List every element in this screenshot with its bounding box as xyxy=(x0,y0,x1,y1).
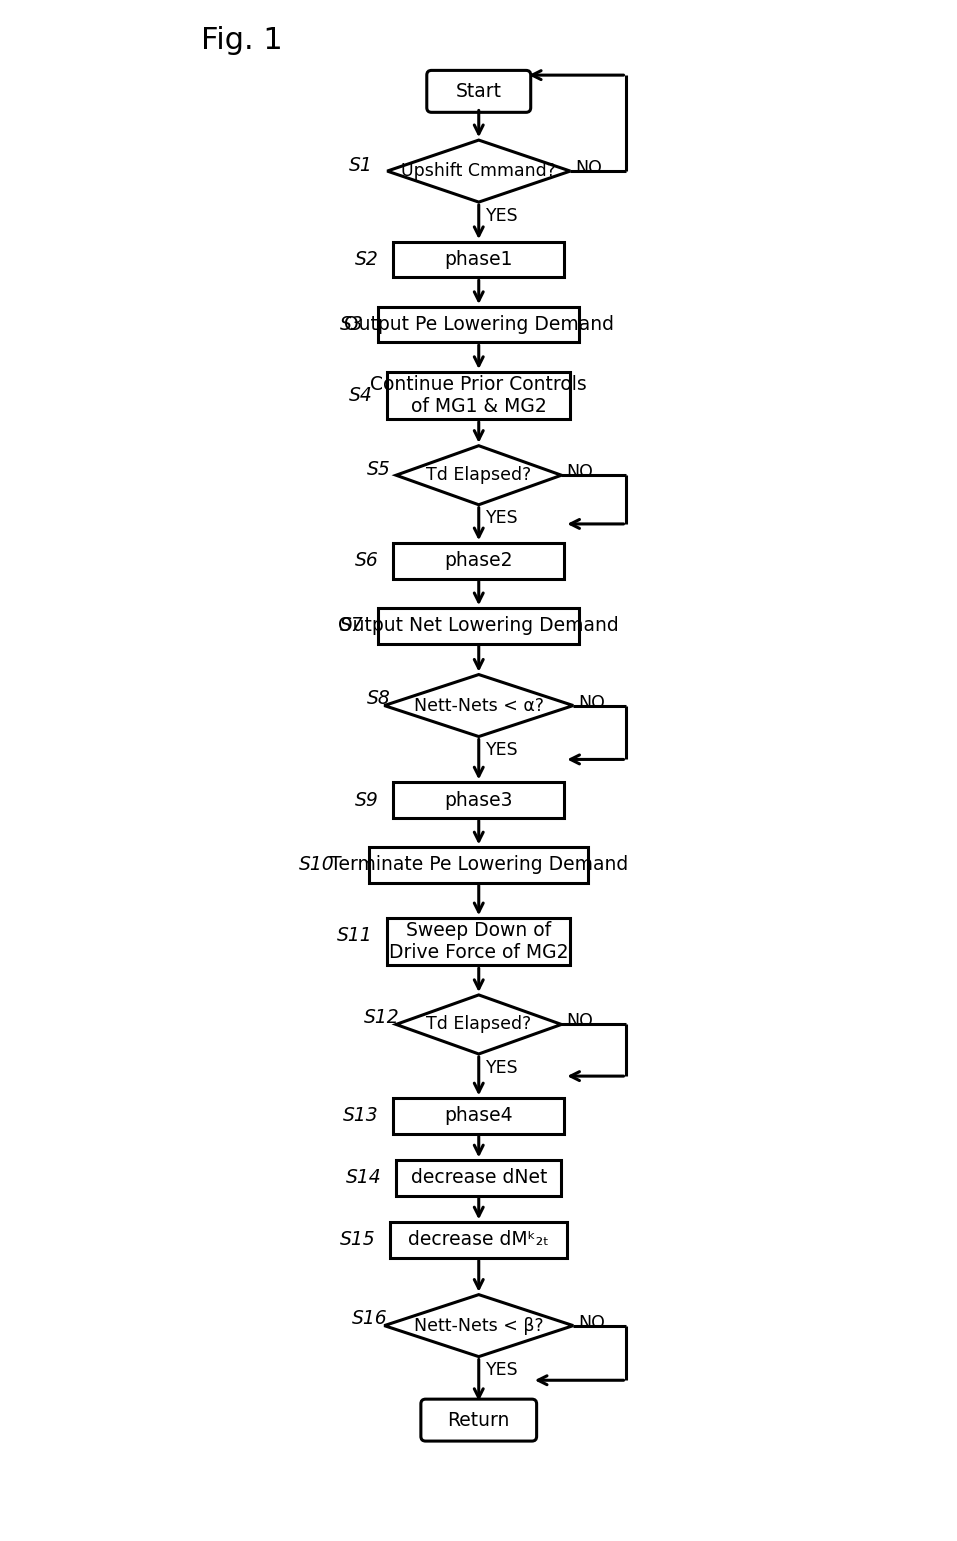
Text: S2: S2 xyxy=(354,250,378,270)
Text: S9: S9 xyxy=(354,791,378,809)
Text: YES: YES xyxy=(485,510,518,527)
Bar xyxy=(389,1222,568,1257)
Bar xyxy=(387,371,570,419)
Bar xyxy=(396,1160,561,1196)
FancyBboxPatch shape xyxy=(421,1399,536,1441)
Text: Nett-Nets < α?: Nett-Nets < α? xyxy=(413,697,544,715)
Text: Td Elapsed?: Td Elapsed? xyxy=(426,467,531,484)
Text: Output Net Lowering Demand: Output Net Lowering Demand xyxy=(338,616,619,635)
Text: Fig. 1: Fig. 1 xyxy=(201,26,282,55)
Text: S1: S1 xyxy=(348,156,372,174)
Text: Continue Prior Controls
of MG1 & MG2: Continue Prior Controls of MG1 & MG2 xyxy=(370,374,587,416)
Text: S7: S7 xyxy=(340,616,364,635)
Text: YES: YES xyxy=(485,741,518,760)
Polygon shape xyxy=(384,675,573,737)
Text: YES: YES xyxy=(485,1059,518,1077)
Text: S12: S12 xyxy=(364,1008,399,1026)
Polygon shape xyxy=(384,1294,573,1356)
Bar xyxy=(387,918,570,965)
Text: phase3: phase3 xyxy=(444,791,513,809)
Text: S16: S16 xyxy=(351,1308,387,1328)
Text: S3: S3 xyxy=(340,314,364,334)
Bar xyxy=(393,242,564,277)
Text: decrease dNet: decrease dNet xyxy=(411,1168,546,1188)
Text: NO: NO xyxy=(578,693,605,712)
Text: YES: YES xyxy=(485,1361,518,1379)
Text: Upshift Cmmand?: Upshift Cmmand? xyxy=(401,162,556,180)
Text: Start: Start xyxy=(456,82,501,100)
Polygon shape xyxy=(387,140,570,202)
Text: phase2: phase2 xyxy=(444,552,513,570)
Text: decrease dMᵏ₂ₜ: decrease dMᵏ₂ₜ xyxy=(408,1231,549,1250)
Text: Sweep Down of
Drive Force of MG2: Sweep Down of Drive Force of MG2 xyxy=(389,922,568,962)
Text: NO: NO xyxy=(575,159,602,177)
Text: S10: S10 xyxy=(299,855,334,874)
Text: YES: YES xyxy=(485,206,518,225)
Text: Output Pe Lowering Demand: Output Pe Lowering Demand xyxy=(344,314,613,334)
Bar xyxy=(393,1099,564,1134)
Text: S8: S8 xyxy=(367,689,389,707)
Bar xyxy=(393,542,564,578)
Text: S15: S15 xyxy=(340,1231,375,1250)
Bar xyxy=(378,307,579,342)
Text: S11: S11 xyxy=(337,926,372,945)
Text: Return: Return xyxy=(447,1410,510,1430)
Polygon shape xyxy=(396,445,561,505)
Text: S6: S6 xyxy=(354,552,378,570)
Polygon shape xyxy=(396,995,561,1054)
Bar xyxy=(378,609,579,644)
Text: phase1: phase1 xyxy=(444,250,513,270)
FancyBboxPatch shape xyxy=(427,71,530,112)
Text: S13: S13 xyxy=(343,1106,378,1125)
Text: S4: S4 xyxy=(348,385,372,405)
Text: NO: NO xyxy=(578,1313,605,1331)
Text: Nett-Nets < β?: Nett-Nets < β? xyxy=(413,1316,544,1335)
Bar xyxy=(393,783,564,818)
Text: S14: S14 xyxy=(345,1168,381,1188)
Text: NO: NO xyxy=(566,464,592,481)
Text: S5: S5 xyxy=(367,459,389,479)
Text: Terminate Pe Lowering Demand: Terminate Pe Lowering Demand xyxy=(329,855,628,874)
Text: NO: NO xyxy=(566,1012,592,1031)
Text: Td Elapsed?: Td Elapsed? xyxy=(426,1016,531,1034)
Bar xyxy=(369,848,588,883)
Text: phase4: phase4 xyxy=(444,1106,513,1125)
